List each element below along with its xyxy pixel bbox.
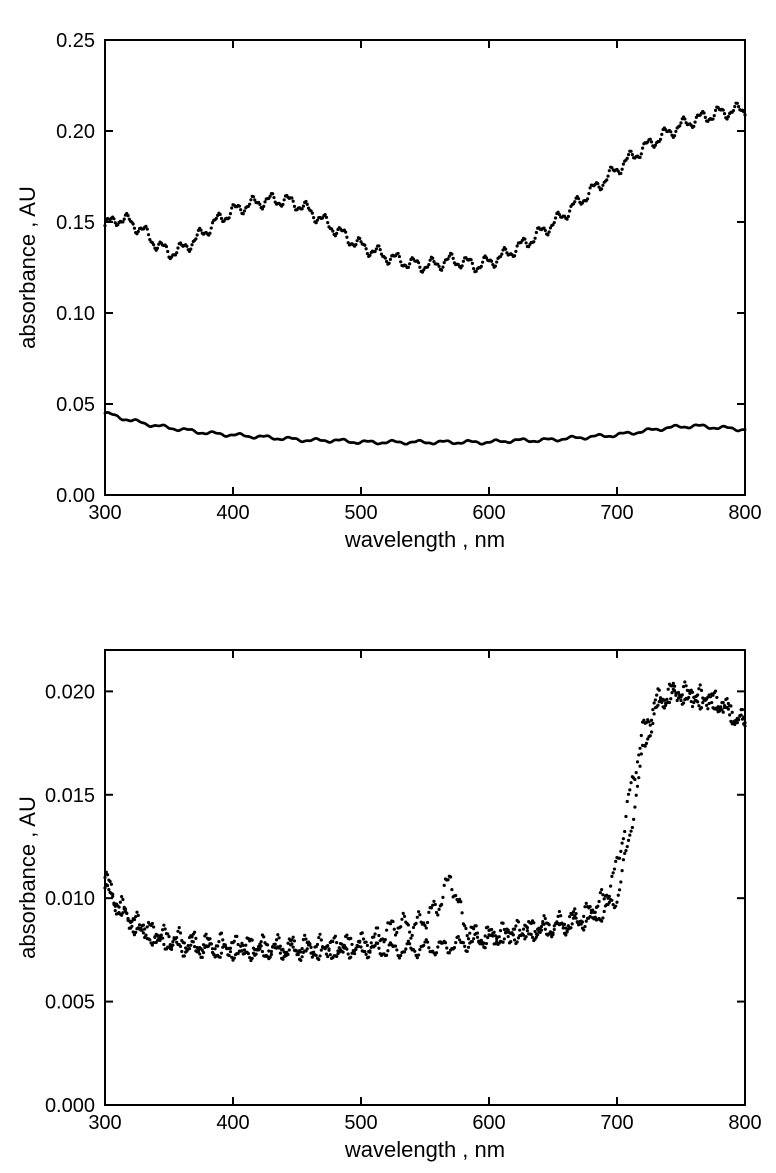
panel-a-chart: 3004005006007008000.000.050.100.150.200.… xyxy=(0,0,776,600)
plot-frame xyxy=(105,650,745,1105)
y-tick-label: 0.10 xyxy=(56,303,95,325)
y-tick-label: 0.015 xyxy=(45,785,95,807)
x-tick-label: 500 xyxy=(344,1112,377,1134)
x-tick-label: 400 xyxy=(216,502,249,524)
x-axis-title: wavelength , nm xyxy=(344,1137,505,1162)
x-tick-label: 800 xyxy=(728,1112,761,1134)
x-tick-label: 400 xyxy=(216,1112,249,1134)
x-tick-label: 800 xyxy=(728,502,761,524)
x-axis-title: wavelength , nm xyxy=(344,527,505,552)
y-tick-label: 0.00 xyxy=(56,485,95,507)
y-tick-label: 0.010 xyxy=(45,888,95,910)
x-tick-label: 700 xyxy=(600,1112,633,1134)
y-tick-label: 0.000 xyxy=(45,1095,95,1117)
y-tick-label: 0.020 xyxy=(45,681,95,703)
y-axis-title: absorbance , AU xyxy=(15,796,40,959)
y-tick-label: 0.005 xyxy=(45,992,95,1014)
x-tick-label: 600 xyxy=(472,1112,505,1134)
panel-b-chart: 3004005006007008000.0000.0050.0100.0150.… xyxy=(0,600,776,1173)
y-tick-label: 0.05 xyxy=(56,394,95,416)
y-tick-label: 0.20 xyxy=(56,121,95,143)
y-axis-title: absorbance , AU xyxy=(15,186,40,349)
x-tick-label: 500 xyxy=(344,502,377,524)
x-tick-label: 600 xyxy=(472,502,505,524)
x-tick-label: 700 xyxy=(600,502,633,524)
figure: (a) 3004005006007008000.000.050.100.150.… xyxy=(0,0,776,1173)
y-tick-label: 0.15 xyxy=(56,212,95,234)
y-tick-label: 0.25 xyxy=(56,30,95,52)
